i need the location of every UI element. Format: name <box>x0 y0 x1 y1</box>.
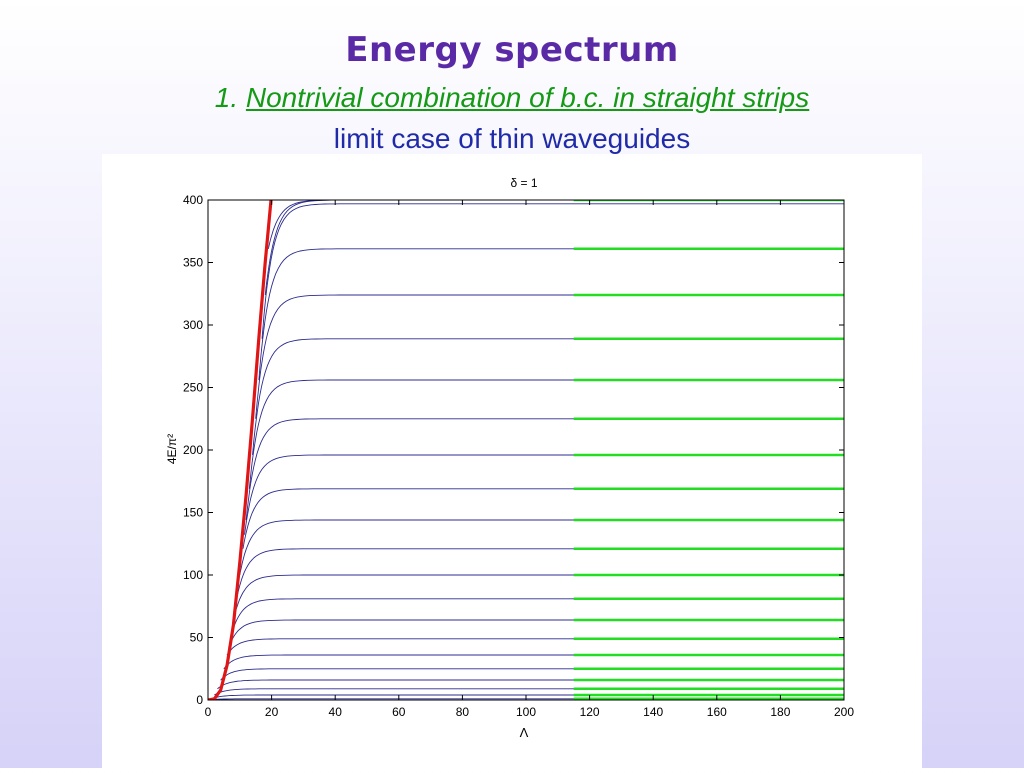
y-tick-label: 100 <box>183 568 203 582</box>
axes-frame <box>207 199 845 701</box>
y-tick-label: 150 <box>183 506 203 520</box>
eigenvalue-curve <box>226 638 844 656</box>
y-axis-label: 4E/π² <box>165 434 179 464</box>
y-tick-label: 300 <box>183 318 203 332</box>
eigenvalue-curve <box>264 200 844 296</box>
eigenvalue-curve <box>223 654 844 670</box>
x-tick-label: 120 <box>580 705 600 719</box>
spectrum-chart: δ = 1 Λ 4E/π² 0 20 40 60 80 100 120 140 160 180 20… <box>165 176 854 740</box>
eigenvalue-curve <box>228 619 844 648</box>
x-tick-label: 160 <box>707 705 727 719</box>
x-axis-label: Λ <box>520 725 529 740</box>
eigenvalue-curve <box>261 203 844 339</box>
x-tick-label: 100 <box>516 705 536 719</box>
slide-title: Energy spectrum <box>345 30 679 70</box>
subtitle-link[interactable]: Nontrivial combination of b.c. in straig… <box>245 82 810 113</box>
x-tick-label: 60 <box>392 705 406 719</box>
eigenvalue-curve <box>258 248 844 380</box>
slide-subtitle: 1. Nontrivial combination of b.c. in str… <box>0 82 1024 114</box>
eigenvalue-curve <box>252 338 844 456</box>
x-tick-label: 40 <box>329 705 343 719</box>
subtitle-number: 1. <box>214 82 239 113</box>
boundary-curve <box>208 200 273 700</box>
eigenvalue-curve <box>255 294 844 419</box>
chart-panel: δ = 1 Λ 4E/π² 0 20 40 60 80 100 120 140 160 180 20… <box>102 154 922 768</box>
chart-title: δ = 1 <box>510 176 537 190</box>
y-tick-label: 200 <box>183 443 203 457</box>
eigenvalue-curve <box>220 668 844 681</box>
y-tick-label: 350 <box>183 256 203 270</box>
eigenvalue-curve <box>248 379 844 489</box>
x-tick-label: 140 <box>643 705 663 719</box>
y-tick-label: 50 <box>190 631 204 645</box>
eigenvalue-curve <box>244 454 844 535</box>
eigenvalue-curve <box>245 418 844 520</box>
y-tick-label: 0 <box>196 693 203 707</box>
x-tick-label: 200 <box>834 705 854 719</box>
y-tick-label: 400 <box>183 193 203 207</box>
eigenvalue-curve <box>267 200 844 250</box>
x-tick-label: 80 <box>456 705 470 719</box>
x-tick-label: 180 <box>770 705 790 719</box>
slide-caption: limit case of thin waveguides <box>333 123 691 154</box>
plot-area: 0 20 40 60 80 100 120 140 160 180 200 0 50 100 150 200 2… <box>183 193 854 719</box>
x-tick-label: 0 <box>205 705 212 719</box>
x-tick-label: 20 <box>265 705 279 719</box>
y-tick-label: 250 <box>183 381 203 395</box>
